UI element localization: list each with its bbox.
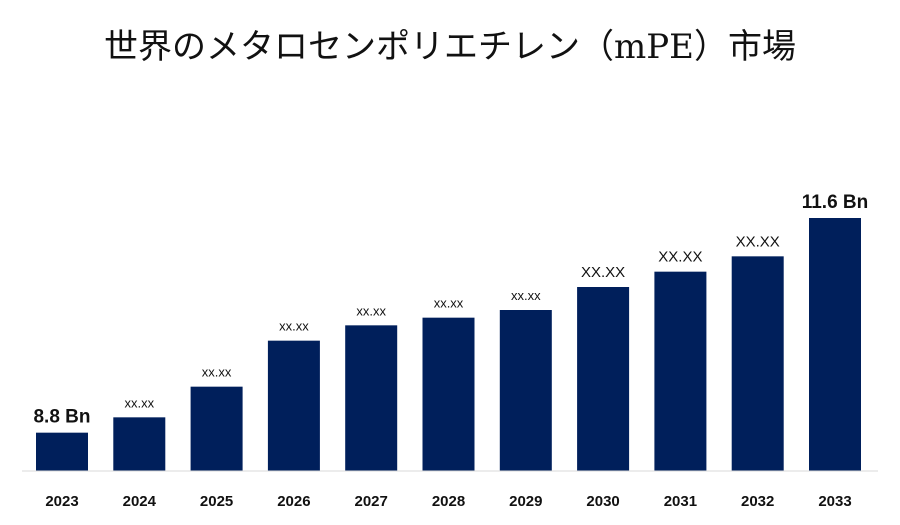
x-tick-label-2031: 2031 [664,493,697,510]
x-tick-label-2030: 2030 [586,493,619,510]
x-tick-label-2023: 2023 [45,493,78,510]
x-tick-label-2027: 2027 [355,493,388,510]
bars-group [36,218,861,471]
x-tick-labels-group: 2023 2024 2025 2026 2027 2028 2029 2030 2031 2032… [45,493,851,510]
data-label-2032: XX.XX [736,233,780,250]
bar-2025 [190,386,243,471]
x-tick-label-2033: 2033 [818,493,851,510]
bar-2032 [731,256,784,471]
bar-2023 [36,432,88,471]
data-label-2028: xx.xx [434,296,464,311]
bar-2033 [809,218,861,471]
bar-2026 [267,340,320,471]
data-label-2024: xx.xx [124,395,154,410]
data-label-2025: xx.xx [202,365,232,380]
bar-2029 [499,310,552,471]
data-label-2023: 8.8 Bn [33,407,90,428]
data-label-2026: xx.xx [279,319,309,334]
x-tick-label-2028: 2028 [432,493,465,510]
data-label-2033: 11.6 Bn [802,192,869,213]
data-labels-group: 8.8 Bn xx.xx xx.xx xx.xx xx.xx xx.xx xx.xx XX.X… [33,192,868,428]
x-tick-label-2032: 2032 [741,493,774,510]
x-tick-label-2029: 2029 [509,493,542,510]
bar-2024 [113,417,166,471]
data-label-2031: XX.XX [658,249,702,266]
x-tick-label-2026: 2026 [277,493,310,510]
x-tick-label-2024: 2024 [123,493,157,510]
bar-2028 [422,317,475,471]
data-label-2027: xx.xx [356,303,386,318]
bar-2030 [577,287,630,471]
x-tick-label-2025: 2025 [200,493,233,510]
data-label-2030: XX.XX [581,264,625,281]
chart-title: 世界のメタロセンポリエチレン（mPE）市場 [104,27,796,67]
data-label-2029: xx.xx [511,288,541,303]
bar-2031 [654,271,707,471]
bar-2027 [345,325,398,471]
